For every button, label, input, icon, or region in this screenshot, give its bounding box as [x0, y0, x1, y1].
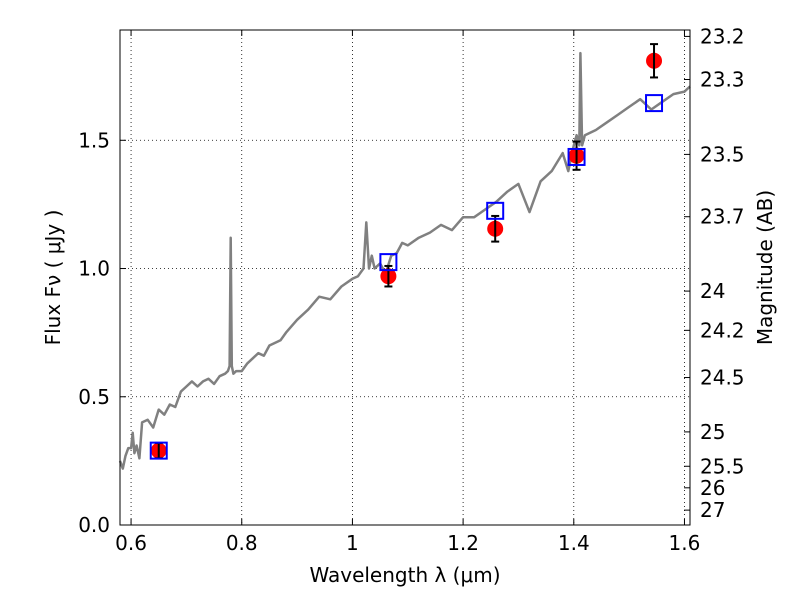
x-tick-label: 1.6	[669, 531, 701, 555]
right-tick-label: 25	[700, 420, 725, 444]
model-point	[149, 441, 168, 460]
right-tick-label: 23.7	[700, 205, 745, 229]
plot-frame	[119, 29, 691, 526]
axis-ticks: 0.6 0.8 1 1.2 1.4 1.6 0.0 0.5 1.0 1.5 23.2 23.3 23.5…	[78, 24, 744, 555]
right-tick-label: 23.3	[700, 68, 745, 92]
right-axis-label: Magnitude (AB)	[753, 190, 777, 345]
right-tick-label: 24	[700, 279, 725, 303]
model-point	[567, 147, 586, 166]
right-tick-label: 23.5	[700, 142, 745, 166]
y-axis-label: Flux Fν ( μJy )	[41, 210, 65, 346]
right-tick-label: 24.5	[700, 366, 745, 390]
x-axis-label: Wavelength λ (μm)	[309, 563, 500, 587]
x-tick-label: 1.4	[558, 531, 590, 555]
x-tick-label: 1	[346, 531, 359, 555]
right-tick-label: 24.2	[700, 318, 745, 342]
plot-area	[118, 43, 691, 470]
model-point	[379, 253, 398, 272]
right-tick-label: 25.5	[700, 454, 745, 478]
right-tick-label: 26	[700, 476, 725, 500]
y-tick-label: 1.5	[78, 128, 110, 152]
right-tick-label: 23.2	[700, 24, 745, 48]
x-tick-label: 0.8	[226, 531, 258, 555]
y-tick-label: 0.0	[78, 513, 110, 537]
y-tick-label: 1.0	[78, 257, 110, 281]
y-tick-label: 0.5	[78, 385, 110, 409]
model-point	[486, 201, 505, 220]
model-point	[645, 94, 664, 113]
x-tick-label: 1.2	[447, 531, 479, 555]
spectrum-line	[118, 51, 691, 470]
right-tick-label: 27	[700, 498, 725, 522]
x-tick-label: 0.6	[115, 531, 147, 555]
